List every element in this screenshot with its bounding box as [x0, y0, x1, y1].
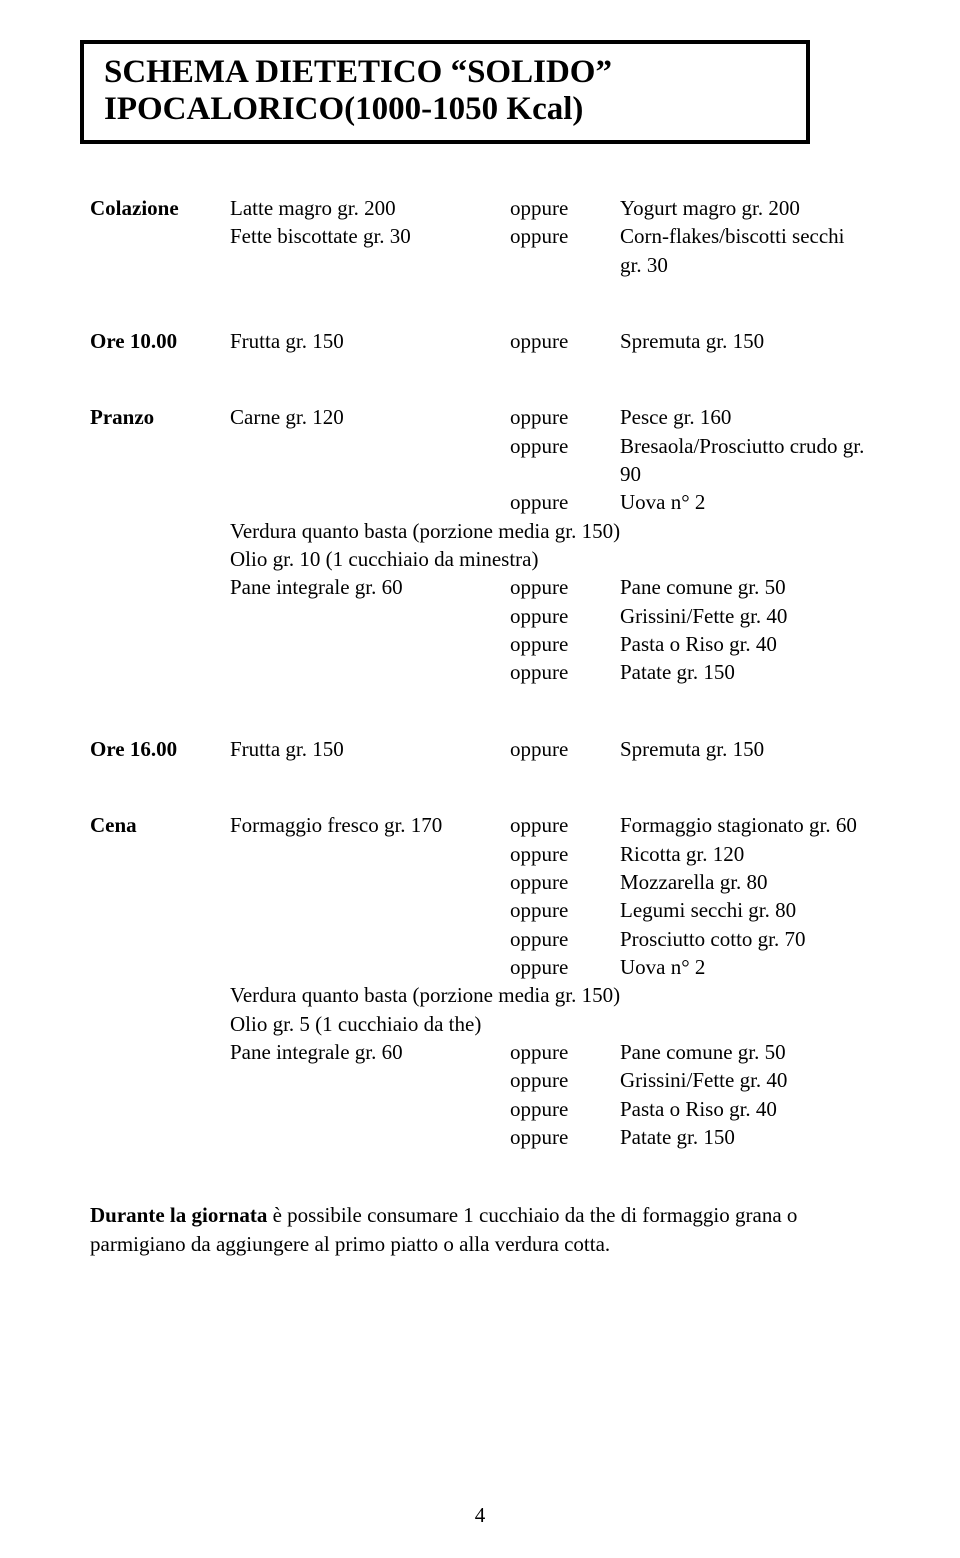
oppure: oppure: [510, 868, 620, 896]
ore16-alt: Spremuta gr. 150: [620, 735, 870, 763]
oppure: oppure: [510, 403, 620, 431]
cena-verdura: Verdura quanto basta (porzione media gr.…: [90, 981, 870, 1009]
cena-alt3: Mozzarella gr. 80: [620, 868, 870, 896]
oppure: oppure: [510, 1095, 620, 1123]
pranzo-label: Pranzo: [90, 403, 230, 431]
ore10-label: Ore 10.00: [90, 327, 230, 355]
oppure: oppure: [510, 1123, 620, 1151]
oppure: oppure: [510, 222, 620, 279]
colazione-item2: Fette biscottate gr. 30: [230, 222, 510, 279]
cena-alt4: Legumi secchi gr. 80: [620, 896, 870, 924]
cena-panealt1: Pane comune gr. 50: [620, 1038, 870, 1066]
oppure: oppure: [510, 658, 620, 686]
section-ore16: Ore 16.00 Frutta gr. 150 oppure Spremuta…: [90, 735, 870, 763]
cena-panealt2: Grissini/Fette gr. 40: [620, 1066, 870, 1094]
pranzo-panealt2: Grissini/Fette gr. 40: [620, 602, 870, 630]
cena-panealt4: Patate gr. 150: [620, 1123, 870, 1151]
oppure: oppure: [510, 840, 620, 868]
footer-text: Durante la giornata è possibile consumar…: [90, 1201, 870, 1258]
pranzo-panealt3: Pasta o Riso gr. 40: [620, 630, 870, 658]
oppure: oppure: [510, 432, 620, 489]
cena-alt5: Prosciutto cotto gr. 70: [620, 925, 870, 953]
oppure: oppure: [510, 630, 620, 658]
pranzo-alt3: Uova n° 2: [620, 488, 870, 516]
colazione-label: Colazione: [90, 194, 230, 222]
ore10-item: Frutta gr. 150: [230, 327, 510, 355]
section-cena: Cena Formaggio fresco gr. 170 oppure For…: [90, 811, 870, 1151]
ore16-item: Frutta gr. 150: [230, 735, 510, 763]
cena-olio: Olio gr. 5 (1 cucchiaio da the): [90, 1010, 870, 1038]
page-number: 4: [0, 1503, 960, 1528]
pranzo-verdura: Verdura quanto basta (porzione media gr.…: [90, 517, 870, 545]
oppure: oppure: [510, 327, 620, 355]
oppure: oppure: [510, 925, 620, 953]
pranzo-pane: Pane integrale gr. 60: [230, 573, 510, 601]
oppure: oppure: [510, 573, 620, 601]
section-ore10: Ore 10.00 Frutta gr. 150 oppure Spremuta…: [90, 327, 870, 355]
pranzo-olio: Olio gr. 10 (1 cucchiaio da minestra): [90, 545, 870, 573]
section-pranzo: Pranzo Carne gr. 120 oppure Pesce gr. 16…: [90, 403, 870, 686]
cena-item1: Formaggio fresco gr. 170: [230, 811, 510, 839]
colazione-alt2: Corn-flakes/biscotti secchi gr. 30: [620, 222, 870, 279]
colazione-alt1: Yogurt magro gr. 200: [620, 194, 870, 222]
ore10-alt: Spremuta gr. 150: [620, 327, 870, 355]
oppure: oppure: [510, 953, 620, 981]
cena-alt6: Uova n° 2: [620, 953, 870, 981]
pranzo-alt2: Bresaola/Prosciutto crudo gr. 90: [620, 432, 870, 489]
footer-label: Durante la giornata: [90, 1203, 267, 1227]
title-line-2: IPOCALORICO(1000-1050 Kcal): [104, 91, 786, 128]
oppure: oppure: [510, 194, 620, 222]
oppure: oppure: [510, 1038, 620, 1066]
oppure: oppure: [510, 811, 620, 839]
oppure: oppure: [510, 488, 620, 516]
oppure: oppure: [510, 1066, 620, 1094]
pranzo-alt1: Pesce gr. 160: [620, 403, 870, 431]
section-colazione: Colazione Latte magro gr. 200 oppure Yog…: [90, 194, 870, 279]
oppure: oppure: [510, 735, 620, 763]
cena-alt1: Formaggio stagionato gr. 60: [620, 811, 870, 839]
oppure: oppure: [510, 602, 620, 630]
cena-alt2: Ricotta gr. 120: [620, 840, 870, 868]
pranzo-item1: Carne gr. 120: [230, 403, 510, 431]
title-box: SCHEMA DIETETICO “SOLIDO” IPOCALORICO(10…: [80, 40, 810, 144]
colazione-item1: Latte magro gr. 200: [230, 194, 510, 222]
pranzo-panealt4: Patate gr. 150: [620, 658, 870, 686]
cena-pane: Pane integrale gr. 60: [230, 1038, 510, 1066]
pranzo-panealt1: Pane comune gr. 50: [620, 573, 870, 601]
ore16-label: Ore 16.00: [90, 735, 230, 763]
cena-label: Cena: [90, 811, 230, 839]
oppure: oppure: [510, 896, 620, 924]
title-line-1: SCHEMA DIETETICO “SOLIDO”: [104, 54, 786, 91]
cena-panealt3: Pasta o Riso gr. 40: [620, 1095, 870, 1123]
